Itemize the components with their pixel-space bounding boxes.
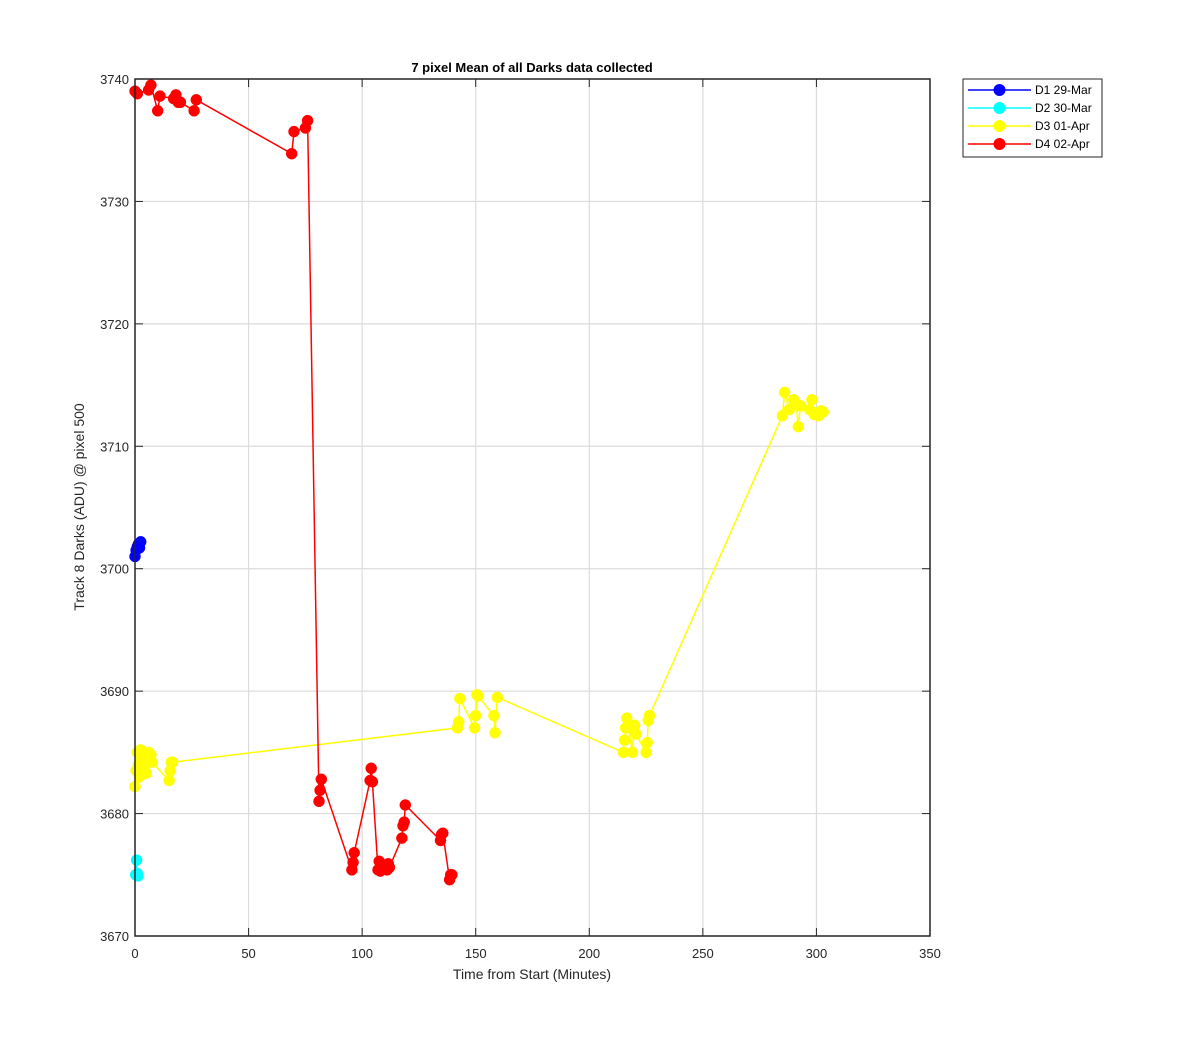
- data-point: [154, 90, 166, 102]
- legend[interactable]: D1 29-Mar D2 30-Mar D3 01-Apr D4 02-Apr: [962, 78, 1103, 158]
- data-point: [301, 114, 314, 127]
- series-1: [129, 536, 147, 563]
- data-point: [618, 734, 631, 746]
- legend-entry-label: D2 30-Mar: [1035, 101, 1092, 115]
- data-point: [314, 784, 326, 797]
- data-point: [643, 709, 656, 722]
- x-tick-label: 0: [131, 946, 138, 961]
- data-point: [163, 774, 175, 787]
- data-point: [130, 854, 143, 866]
- data-point: [131, 87, 144, 100]
- data-point: [347, 856, 359, 869]
- data-point: [285, 147, 298, 160]
- ticks: 0 50 100 150 200 250 300 350 3670 3680 3690 3700 371…: [100, 72, 941, 961]
- y-tick-label: 3710: [100, 439, 129, 454]
- plot-frame: [134, 78, 931, 937]
- x-tick-label: 50: [241, 946, 255, 961]
- x-tick-label: 250: [692, 946, 714, 961]
- x-tick-label: 200: [578, 946, 600, 961]
- data-point: [488, 709, 500, 722]
- data-point: [145, 79, 157, 91]
- data-point: [469, 709, 482, 722]
- data-point: [315, 773, 328, 786]
- y-tick-label: 3730: [100, 194, 129, 209]
- data-point: [398, 816, 410, 828]
- data-point: [468, 722, 481, 734]
- series-3: [129, 386, 829, 793]
- data-point: [151, 105, 164, 117]
- y-tick-label: 3690: [100, 684, 129, 699]
- y-tick-label: 3720: [100, 317, 129, 332]
- legend-entry-label: D4 02-Apr: [1035, 137, 1090, 151]
- data-point: [174, 96, 187, 109]
- data-point: [140, 767, 153, 779]
- data-point: [446, 869, 458, 881]
- plot-area: [135, 79, 930, 936]
- data-point: [313, 795, 325, 808]
- series-layer: [129, 79, 829, 886]
- data-point: [348, 846, 360, 859]
- data-point: [641, 736, 653, 749]
- data-point: [134, 536, 147, 548]
- data-point: [437, 827, 449, 839]
- data-point: [491, 691, 504, 704]
- data-point: [792, 420, 805, 433]
- y-tick-label: 3740: [100, 72, 129, 87]
- legend-marker: [993, 84, 1006, 96]
- data-point: [399, 799, 412, 811]
- data-point: [190, 94, 203, 106]
- x-tick-label: 150: [465, 946, 487, 961]
- x-tick-label: 300: [806, 946, 828, 961]
- data-point: [288, 125, 300, 138]
- data-point: [626, 746, 639, 759]
- data-point: [396, 832, 408, 844]
- legend-entry-label: D1 29-Mar: [1035, 83, 1092, 97]
- y-axis-label: Track 8 Darks (ADU) @ pixel 500: [71, 403, 87, 611]
- data-point: [166, 756, 179, 768]
- data-point: [366, 775, 379, 788]
- y-tick-label: 3700: [100, 562, 129, 577]
- y-tick-label: 3670: [100, 929, 129, 944]
- chart-title: 7 pixel Mean of all Darks data collected: [411, 60, 652, 75]
- legend-entry-label: D3 01-Apr: [1035, 119, 1090, 133]
- x-tick-label: 350: [919, 946, 941, 961]
- x-tick-label: 100: [351, 946, 373, 961]
- data-point: [640, 746, 652, 759]
- data-point: [383, 861, 396, 874]
- data-point: [489, 727, 501, 739]
- data-point: [630, 728, 642, 740]
- legend-marker: [993, 102, 1006, 114]
- x-axis-label: Time from Start (Minutes): [453, 966, 611, 982]
- data-point: [621, 712, 633, 724]
- data-point: [817, 406, 829, 418]
- data-point: [146, 756, 158, 768]
- data-point: [454, 692, 466, 705]
- data-point: [188, 105, 200, 117]
- data-point: [365, 762, 377, 775]
- data-point: [778, 386, 791, 399]
- data-point: [806, 394, 818, 406]
- data-point: [472, 690, 484, 702]
- data-point: [132, 870, 144, 882]
- grid: [134, 78, 931, 937]
- data-point: [452, 716, 465, 728]
- legend-marker: [993, 138, 1006, 150]
- y-tick-label: 3680: [100, 807, 129, 822]
- legend-marker: [993, 120, 1006, 132]
